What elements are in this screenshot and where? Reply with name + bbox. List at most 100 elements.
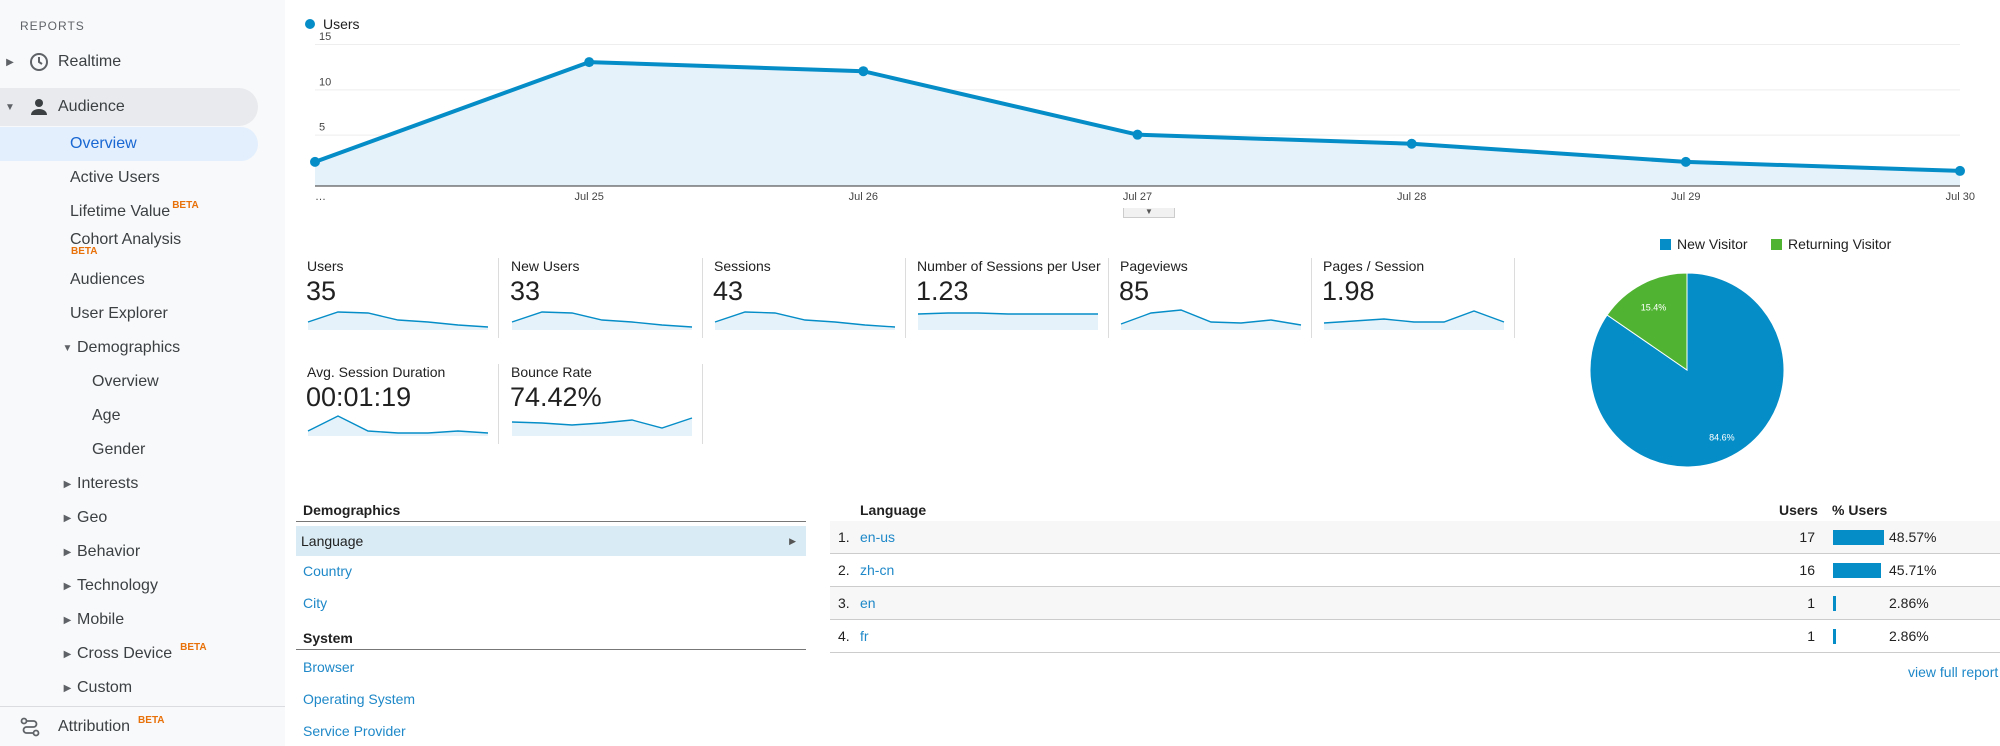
metric-pageviews[interactable]: Pageviews 85 — [1118, 258, 1318, 340]
caret-right-icon: ▶ — [63, 512, 72, 524]
data-point[interactable] — [1680, 156, 1691, 167]
sidebar-item-mobile[interactable]: ▶ Mobile — [0, 603, 125, 637]
percent-bar — [1833, 530, 1884, 545]
beta-badge: BETA — [138, 714, 165, 726]
metric-users[interactable]: Users 35 — [305, 258, 505, 340]
data-point[interactable] — [1132, 129, 1143, 140]
sidebar-item-audiences[interactable]: Audiences — [70, 271, 145, 288]
data-point[interactable] — [858, 66, 869, 77]
visitor-pie-chart[interactable]: 84.6% 15.4% — [1577, 265, 1797, 485]
metric-value: 00:01:19 — [306, 382, 412, 412]
caret-right-icon: ▶ — [63, 546, 72, 558]
metric-label: Pageviews — [1120, 258, 1188, 274]
pie-slice-label: 84.6% — [1709, 432, 1735, 442]
metric-number-of-sessions-per-user[interactable]: Number of Sessions per User 1.23 — [915, 258, 1115, 340]
system-item-browser[interactable]: Browser — [303, 659, 355, 675]
sidebar-item-gender[interactable]: Gender — [92, 441, 146, 458]
sidebar-item-age[interactable]: Age — [92, 407, 121, 424]
percent-bar — [1833, 563, 1881, 578]
row-number: 1. — [838, 529, 850, 545]
language-link[interactable]: zh-cn — [860, 562, 895, 578]
data-point[interactable] — [310, 156, 320, 167]
sidebar-item-audience[interactable]: ▼ Audience — [0, 88, 258, 126]
sidebar-item-cohort-analysis[interactable]: Cohort Analysis — [70, 231, 182, 248]
row-number: 3. — [838, 595, 850, 611]
metric-avg-session-duration[interactable]: Avg. Session Duration 00:01:19 — [305, 364, 505, 446]
language-link[interactable]: en — [860, 595, 876, 611]
sidebar-item-lifetime-value[interactable]: Lifetime Value BETA — [0, 195, 199, 229]
data-point[interactable] — [1406, 138, 1417, 149]
data-point[interactable] — [584, 57, 595, 68]
x-tick-label: Jul 28 — [1397, 191, 1426, 203]
sidebar-item-label: Attribution — [58, 718, 131, 735]
row-rule — [830, 586, 2000, 587]
users-line-chart[interactable]: 5 10 15 … Jul 25 Jul 26 Jul 27 Jul 28 Jul 29 Jul … — [285, 30, 2000, 210]
sidebar-item-label: Realtime — [58, 53, 122, 70]
metric-sparkline — [917, 312, 1098, 330]
sidebar-item-label: Behavior — [77, 543, 141, 560]
users-value: 1 — [1807, 628, 1815, 644]
pie-legend-returning-visitor[interactable]: Returning Visitor — [1771, 236, 1891, 252]
language-link[interactable]: fr — [860, 628, 869, 644]
y-tick-label: 5 — [319, 122, 325, 134]
caret-right-icon: ▶ — [63, 614, 72, 626]
sidebar-item-custom[interactable]: ▶ Custom — [0, 671, 132, 705]
metric-label: New Users — [511, 258, 580, 274]
caret-down-icon: ▼ — [5, 101, 15, 113]
row-number: 2. — [838, 562, 850, 578]
pie-legend-new-visitor[interactable]: New Visitor — [1660, 236, 1748, 252]
demographics-item-language[interactable]: Language ▶ — [296, 526, 806, 556]
caret-right-icon: ▶ — [63, 478, 72, 490]
language-link[interactable]: en-us — [860, 529, 896, 545]
system-item-service-provider[interactable]: Service Provider — [303, 723, 406, 739]
legend-dot-icon — [305, 19, 315, 29]
metric-sparkline — [1120, 309, 1302, 330]
metric-value: 33 — [510, 276, 541, 306]
percent-value: 2.86% — [1889, 595, 1929, 611]
beta-badge: BETA — [71, 246, 98, 257]
percent-value: 45.71% — [1889, 562, 1937, 578]
metric-new-users[interactable]: New Users 33 — [509, 258, 709, 340]
pie-slice-returning-visitor[interactable] — [1606, 272, 1688, 371]
metric-separator — [1514, 258, 1515, 338]
sidebar-item-active-users[interactable]: Active Users — [70, 169, 160, 186]
row-rule — [830, 652, 2000, 653]
table-row: 4. fr 1 2.86% — [830, 620, 2000, 652]
metric-pages-session[interactable]: Pages / Session 1.98 — [1321, 258, 1521, 340]
sidebar-item-overview[interactable]: Overview — [0, 127, 258, 161]
metric-sessions[interactable]: Sessions 43 — [712, 258, 912, 340]
sidebar-item-label: Lifetime Value — [70, 203, 171, 220]
view-full-report-link[interactable]: view full report — [1908, 664, 1999, 680]
metric-separator — [905, 258, 906, 338]
line-chart-legend[interactable]: Users — [305, 16, 360, 32]
metric-sparkline — [714, 311, 896, 330]
table-row: 1. en-us 17 48.57% — [830, 521, 2000, 553]
sidebar-item-interests[interactable]: ▶ Interests — [0, 467, 139, 501]
system-item-operating-system[interactable]: Operating System — [303, 691, 416, 707]
sidebar-item-demographics[interactable]: ▼ Demographics — [0, 331, 181, 365]
sidebar-item-cross-device[interactable]: ▶ Cross Device BETA — [0, 637, 207, 671]
sidebar-item-realtime[interactable]: ▶ Realtime — [0, 45, 121, 79]
metric-label: Users — [307, 258, 344, 274]
sidebar-item-geo[interactable]: ▶ Geo — [0, 501, 108, 535]
demographics-item-city[interactable]: City — [303, 595, 328, 611]
chart-resize-handle[interactable]: ▼ — [1123, 208, 1175, 218]
sidebar-header: REPORTS — [20, 19, 85, 33]
data-point[interactable] — [1955, 165, 1965, 176]
sidebar-item-technology[interactable]: ▶ Technology — [0, 569, 158, 603]
table-header-language: Language — [860, 502, 927, 518]
metric-separator — [702, 364, 703, 444]
x-tick-label: Jul 25 — [574, 191, 603, 203]
metric-label: Number of Sessions per User — [917, 258, 1101, 274]
metric-bounce-rate[interactable]: Bounce Rate 74.42% — [509, 364, 709, 446]
demographics-item-country[interactable]: Country — [303, 563, 353, 579]
clock-icon — [20, 52, 58, 72]
sidebar-item-demographics-overview[interactable]: Overview — [92, 373, 159, 390]
sidebar-item-attribution[interactable]: Attribution BETA — [0, 710, 165, 744]
sidebar-item-user-explorer[interactable]: User Explorer — [70, 305, 168, 322]
sidebar-item-label: Custom — [77, 679, 133, 696]
sidebar-item-label: Technology — [77, 577, 158, 594]
y-tick-label: 15 — [319, 31, 331, 43]
sidebar-item-behavior[interactable]: ▶ Behavior — [0, 535, 141, 569]
x-tick-label: Jul 29 — [1671, 191, 1700, 203]
